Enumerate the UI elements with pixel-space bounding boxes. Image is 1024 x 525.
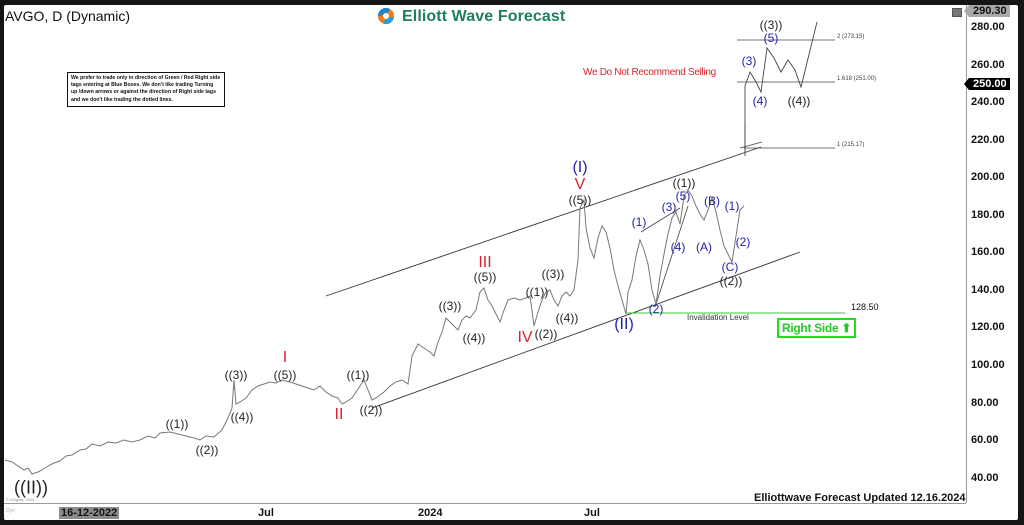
y-tick: 80.00 bbox=[971, 397, 999, 409]
y-tick: 280.00 bbox=[971, 21, 1005, 33]
wave-label: (2) bbox=[648, 302, 664, 316]
brand-logo-icon bbox=[377, 7, 394, 25]
wave-label-V: V bbox=[574, 176, 586, 193]
wave-label: ((4)) bbox=[787, 94, 811, 108]
wave-label-primary-II: (II) bbox=[614, 316, 634, 333]
invalidation-value: 128.50 bbox=[851, 302, 879, 312]
y-tick: 60.00 bbox=[971, 434, 999, 446]
symbol-title: AVGO, D (Dynamic) bbox=[5, 8, 130, 24]
wave-label: ((4)) bbox=[555, 311, 579, 325]
wave-label: ((1)) bbox=[672, 176, 696, 190]
brand-logo: Elliott Wave Forecast bbox=[380, 8, 565, 26]
disclaimer-box: We prefer to trade only in direction of … bbox=[67, 72, 225, 107]
fib-level-1618: 1.618 (251.00) bbox=[837, 76, 877, 82]
wave-label: (1) bbox=[724, 199, 740, 213]
y-tick: 40.00 bbox=[971, 472, 999, 484]
wave-label: ((2)) bbox=[195, 443, 219, 457]
wave-label: ((4)) bbox=[462, 331, 486, 345]
lower-channel-line bbox=[371, 251, 801, 409]
wave-label-IV: IV bbox=[517, 329, 533, 346]
up-arrow-icon: ⬆ bbox=[841, 321, 852, 335]
invalidation-label: Invalidation Level bbox=[687, 313, 749, 322]
wave-label: (2) bbox=[735, 235, 751, 249]
wave-label-primary-I: (I) bbox=[572, 159, 588, 176]
wave-label: ((2)) bbox=[534, 327, 558, 341]
right-side-tag: Right Side ⬆ bbox=[777, 318, 857, 338]
x-tick: Jul bbox=[584, 507, 600, 519]
wave-label: ((5)) bbox=[273, 368, 297, 382]
upper-channel-line bbox=[325, 146, 762, 297]
wave-label: ((5)) bbox=[473, 270, 497, 284]
wave-label: ((4)) bbox=[230, 410, 254, 424]
wave-label: ((1)) bbox=[346, 368, 370, 382]
wave-label: (4) bbox=[752, 94, 768, 108]
wave-label: (3) bbox=[741, 54, 757, 68]
wave-label: (C) bbox=[721, 260, 739, 274]
y-tick: 160.00 bbox=[971, 246, 1005, 258]
fib-level-1: 1 (215.17) bbox=[837, 142, 865, 148]
x-tick: 2024 bbox=[418, 507, 443, 519]
wave-label: (5) bbox=[763, 31, 779, 45]
wave-label: ((3)) bbox=[438, 299, 462, 313]
copyright: © eSignal, 2024 bbox=[6, 497, 35, 502]
wave-label: ((2)) bbox=[359, 403, 383, 417]
x-tick-cursor-date: 16-12-2022 bbox=[59, 507, 120, 519]
wave-label: ((II)) bbox=[14, 477, 48, 498]
wave-label: (3) bbox=[661, 200, 677, 214]
price-chart bbox=[4, 7, 845, 475]
wave-label-III: III bbox=[478, 254, 492, 271]
wave-label: (1) bbox=[631, 215, 647, 229]
x-tick: Jul bbox=[258, 507, 274, 519]
y-tick: 180.00 bbox=[971, 209, 1005, 221]
wave-label: ((2)) bbox=[719, 274, 743, 288]
y-tick: 260.00 bbox=[971, 59, 1005, 71]
wave-label: ((5)) bbox=[568, 193, 592, 207]
wave-label: ((1)) bbox=[165, 417, 189, 431]
brand-name: Elliott Wave Forecast bbox=[402, 8, 566, 25]
y-tick: 140.00 bbox=[971, 284, 1005, 296]
wave-label: ((1)) bbox=[525, 285, 549, 299]
mode-label: Dyn bbox=[6, 508, 15, 514]
wave-label: ((3)) bbox=[541, 267, 565, 281]
wave-label: ((3)) bbox=[759, 18, 783, 32]
y-tick: 240.00 bbox=[971, 96, 1005, 108]
chart-area[interactable]: AVGO, D (Dynamic) Elliott Wave Forecast … bbox=[4, 5, 1018, 520]
current-price-tag: 250.00 bbox=[964, 78, 1010, 90]
x-axis[interactable]: Dyn 16-12-2022 Jul 2024 Jul bbox=[4, 503, 966, 520]
wave-label: ((3)) bbox=[224, 368, 248, 382]
y-tick: 100.00 bbox=[971, 359, 1005, 371]
y-tick: 220.00 bbox=[971, 134, 1005, 146]
wave-label: (A) bbox=[696, 240, 712, 254]
wave-label: (5) bbox=[675, 189, 691, 203]
y-tick: 200.00 bbox=[971, 171, 1005, 183]
wave-label-II: II bbox=[334, 406, 344, 423]
y-axis[interactable]: 290.30 280.00 260.00 250.00 240.00 220.0… bbox=[964, 5, 1018, 503]
wave-label-I: I bbox=[282, 349, 288, 366]
updated-note: Elliottwave Forecast Updated 12.16.2024 bbox=[754, 492, 966, 504]
wave-label: (4) bbox=[670, 240, 686, 254]
wave-label: (B) bbox=[704, 194, 720, 208]
fib-level-2: 2 (273.15) bbox=[837, 34, 865, 40]
last-price-tag: 290.30 bbox=[964, 5, 1010, 17]
notice-text: We Do Not Recommend Selling bbox=[583, 67, 716, 78]
chart-settings-icon[interactable] bbox=[952, 8, 962, 17]
y-tick: 120.00 bbox=[971, 321, 1005, 333]
